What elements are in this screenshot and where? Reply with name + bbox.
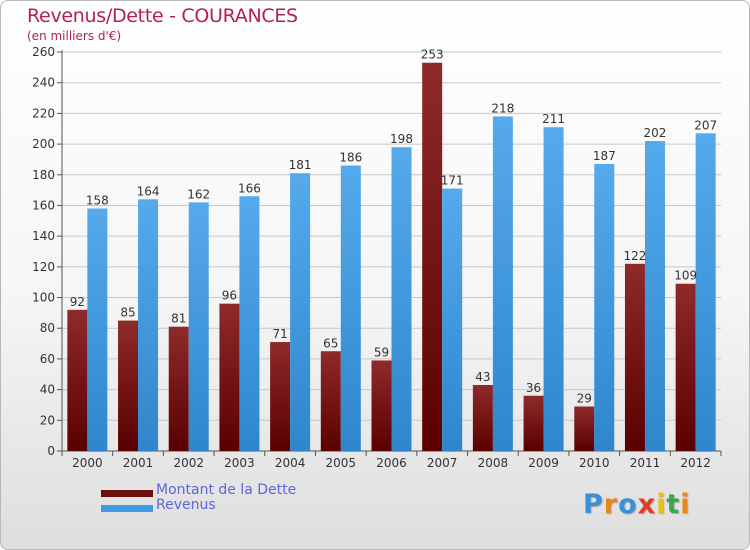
- value-label-dette: 253: [421, 48, 444, 62]
- bar-revenus: [492, 116, 513, 451]
- value-label-revenus: 166: [238, 181, 261, 195]
- value-label-revenus: 211: [542, 112, 565, 126]
- x-tick-label: 2004: [275, 456, 306, 470]
- logo-letter: o: [618, 489, 638, 520]
- value-label-dette: 29: [577, 391, 592, 405]
- x-tick-label: 2000: [72, 456, 103, 470]
- value-label-revenus: 181: [289, 158, 312, 172]
- y-tick-label: 20: [40, 413, 55, 427]
- x-tick-label: 2012: [680, 456, 711, 470]
- bar-revenus: [594, 164, 615, 451]
- logo-letter: r: [603, 489, 619, 520]
- legend-label-debt: Montant de la Dette: [156, 482, 297, 498]
- bar-revenus: [391, 147, 412, 451]
- y-tick-label: 140: [32, 229, 55, 243]
- bar-revenus: [138, 199, 159, 451]
- legend-label-revenus: Revenus: [156, 497, 216, 513]
- bar-revenus: [87, 208, 108, 451]
- bar-dette: [371, 360, 392, 451]
- x-tick-label: 2010: [579, 456, 610, 470]
- x-tick-label: 2003: [224, 456, 255, 470]
- value-label-dette: 65: [323, 336, 338, 350]
- y-tick-label: 40: [40, 383, 55, 397]
- value-label-dette: 36: [526, 381, 541, 395]
- x-tick-label: 2006: [376, 456, 407, 470]
- y-tick-label: 80: [40, 321, 55, 335]
- legend-swatch-debt: [101, 490, 153, 497]
- logo-letter: t: [666, 489, 681, 520]
- logo-letter: i: [680, 489, 691, 520]
- bar-dette: [320, 351, 341, 451]
- bar-dette: [67, 309, 88, 451]
- value-label-revenus: 186: [339, 151, 362, 165]
- value-label-revenus: 207: [694, 118, 717, 132]
- bar-dette: [624, 263, 645, 451]
- value-label-dette: 122: [624, 249, 647, 263]
- bar-revenus: [290, 173, 311, 451]
- value-label-revenus: 162: [187, 187, 210, 201]
- bar-revenus: [188, 202, 209, 451]
- bar-dette: [168, 326, 189, 451]
- value-label-revenus: 198: [390, 132, 413, 146]
- bar-dette: [472, 385, 493, 451]
- bar-dette: [270, 342, 291, 451]
- y-tick-label: 160: [32, 198, 55, 212]
- value-label-revenus: 218: [491, 101, 514, 115]
- chart-subtitle: (en milliers d'€): [27, 29, 122, 43]
- y-tick-label: 220: [32, 106, 55, 120]
- logo-letter: P: [583, 489, 604, 520]
- y-tick-label: 260: [32, 45, 55, 59]
- value-label-revenus: 158: [86, 194, 109, 208]
- value-label-dette: 81: [171, 312, 186, 326]
- bar-dette: [422, 62, 443, 451]
- bar-revenus: [442, 188, 463, 452]
- bar-revenus: [695, 133, 716, 452]
- x-tick-label: 2007: [427, 456, 458, 470]
- value-label-revenus: 202: [644, 126, 667, 140]
- bar-revenus: [239, 196, 260, 451]
- bar-dette: [574, 406, 595, 451]
- y-tick-label: 0: [47, 444, 55, 458]
- value-label-revenus: 187: [593, 149, 616, 163]
- y-tick-label: 120: [32, 260, 55, 274]
- legend-swatch-revenus: [101, 505, 153, 512]
- value-label-dette: 92: [70, 295, 85, 309]
- value-label-dette: 43: [475, 370, 490, 384]
- bar-revenus: [543, 127, 564, 451]
- proxiti-logo: Proxiti: [583, 489, 691, 520]
- x-tick-label: 2005: [326, 456, 357, 470]
- x-tick-label: 2009: [528, 456, 559, 470]
- x-tick-label: 2002: [173, 456, 204, 470]
- value-label-dette: 109: [674, 269, 697, 283]
- y-tick-label: 200: [32, 137, 55, 151]
- x-tick-label: 2011: [630, 456, 661, 470]
- chart-title: Revenus/Dette - COURANCES: [27, 5, 298, 27]
- value-label-revenus: 164: [137, 184, 160, 198]
- bar-dette: [523, 395, 544, 451]
- y-tick-label: 100: [32, 291, 55, 305]
- value-label-dette: 96: [222, 289, 237, 303]
- logo-letter: i: [656, 489, 667, 520]
- bar-revenus: [644, 141, 665, 451]
- value-label-dette: 59: [374, 345, 389, 359]
- bar-dette: [675, 283, 696, 451]
- x-tick-label: 2001: [123, 456, 154, 470]
- bar-dette: [118, 320, 139, 451]
- value-label-dette: 85: [120, 306, 135, 320]
- y-tick-label: 180: [32, 168, 55, 182]
- bar-revenus: [340, 165, 361, 452]
- value-label-revenus: 171: [441, 174, 464, 188]
- value-label-dette: 71: [272, 327, 287, 341]
- y-tick-label: 60: [40, 352, 55, 366]
- labels: 0 20 40 60 80 100 120 140 160 180 200 220 240 260 2000…: [32, 45, 717, 470]
- x-tick-label: 2008: [478, 456, 509, 470]
- bars: [67, 62, 716, 452]
- bar-dette: [219, 303, 240, 451]
- logo-letter: x: [637, 489, 657, 520]
- y-tick-label: 240: [32, 76, 55, 90]
